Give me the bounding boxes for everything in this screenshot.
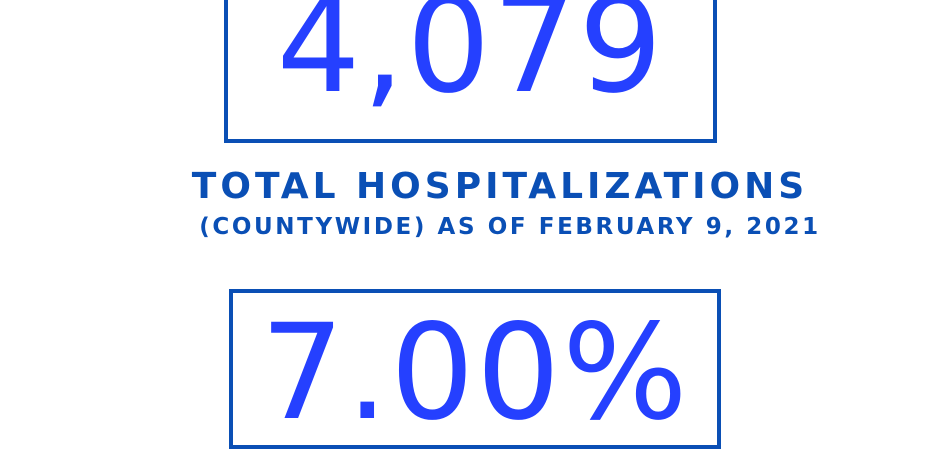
- hospitalizations-subtitle: (COUNTYWIDE) AS OF FEBRUARY 9, 2021: [199, 214, 821, 240]
- hospitalizations-value: 4,079: [276, 0, 665, 123]
- hospitalizations-title: TOTAL HOSPITALIZATIONS: [191, 166, 809, 207]
- percentage-value: 7.00%: [260, 296, 690, 450]
- percentage-stat-box: 7.00%: [229, 289, 721, 449]
- hospitalizations-stat-box: 4,079: [224, 0, 717, 143]
